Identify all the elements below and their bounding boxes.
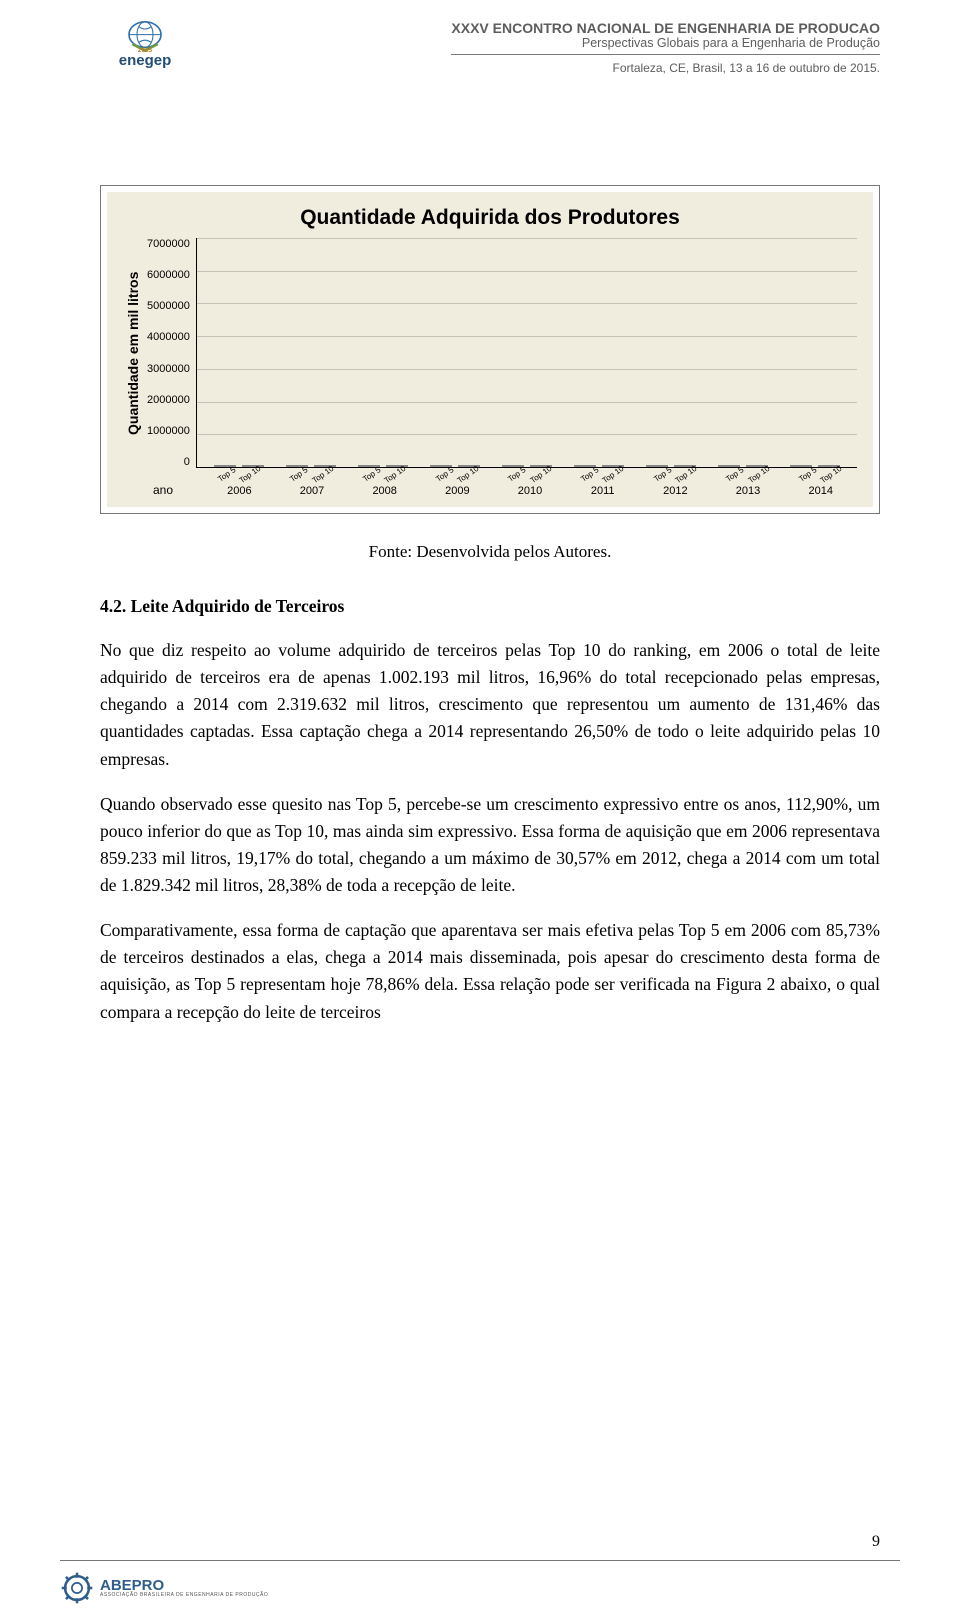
paragraph: No que diz respeito ao volume adquirido …: [100, 637, 880, 773]
series-label-pair: Top 5Top 10: [566, 470, 639, 479]
series-label-pair: Top 5Top 10: [421, 470, 494, 479]
bar: [790, 465, 812, 467]
chart-title: Quantidade Adquirida dos Produtores: [123, 206, 857, 230]
globe-icon: 2015: [121, 20, 169, 54]
year-group: [275, 465, 347, 467]
footer-logo: ABEPRO ASSOCIAÇÃO BRASILEIRA DE ENGENHAR…: [60, 1571, 268, 1605]
year-group: [563, 465, 635, 467]
page-number: 9: [872, 1533, 880, 1551]
footer-rule: [60, 1560, 900, 1561]
x-group: Top 5Top 10 2013: [712, 468, 785, 497]
year-group: [491, 465, 563, 467]
body-text: No que diz respeito ao volume adquirido …: [100, 637, 880, 1026]
logo-enegep: 2015 enegep: [100, 20, 190, 69]
x-group: Top 5Top 10 2010: [494, 468, 567, 497]
y-axis-ticks: 7000000 6000000 5000000 4000000 3000000 20000…: [143, 238, 196, 468]
ytick-label: 2000000: [147, 394, 190, 406]
gridline: [197, 336, 857, 337]
ytick-label: 4000000: [147, 331, 190, 343]
ytick-label: 7000000: [147, 238, 190, 250]
gear-icon: [60, 1571, 94, 1605]
footer-logo-sub: ASSOCIAÇÃO BRASILEIRA DE ENGENHARIA DE P…: [100, 1593, 268, 1598]
bars-container: [197, 238, 857, 467]
page-header: 2015 enegep XXXV ENCONTRO NACIONAL DE EN…: [100, 20, 880, 75]
year-label: 2010: [494, 485, 567, 497]
series-label-pair: Top 5Top 10: [639, 470, 712, 479]
paragraph: Quando observado esse quesito nas Top 5,…: [100, 791, 880, 900]
x-group: Top 5Top 10 2012: [639, 468, 712, 497]
footer-logo-text: ABEPRO ASSOCIAÇÃO BRASILEIRA DE ENGENHAR…: [100, 1579, 268, 1597]
gridline: [197, 303, 857, 304]
figure-caption: Fonte: Desenvolvida pelos Autores.: [100, 542, 880, 562]
series-label-pair: Top 5Top 10: [494, 470, 567, 479]
chart-plot-bg: Quantidade Adquirida dos Produtores Quan…: [107, 192, 873, 507]
x-group: Top 5Top 10 2008: [348, 468, 421, 497]
header-rule: [451, 54, 880, 55]
year-group: [635, 465, 707, 467]
year-label: 2008: [348, 485, 421, 497]
header-text-block: XXXV ENCONTRO NACIONAL DE ENGENHARIA DE …: [451, 20, 880, 75]
paragraph: Comparativamente, essa forma de captação…: [100, 917, 880, 1026]
year-group: [419, 465, 491, 467]
ytick-label: 3000000: [147, 363, 190, 375]
page: 2015 enegep XXXV ENCONTRO NACIONAL DE EN…: [0, 0, 960, 1609]
year-label: 2013: [712, 485, 785, 497]
plot-box: [196, 238, 857, 468]
year-label: 2012: [639, 485, 712, 497]
x-group: Top 5Top 10 2009: [421, 468, 494, 497]
series-label-pair: Top 5Top 10: [712, 470, 785, 479]
y-axis-label: Quantidade em mil litros: [123, 238, 143, 468]
gridline: [197, 271, 857, 272]
x-axis: Top 5Top 102006Top 5Top 102007Top 5Top 1…: [203, 468, 857, 497]
series-label-pair: Top 5Top 10: [784, 470, 857, 479]
ytick-label: 5000000: [147, 300, 190, 312]
series-label-pair: Top 5Top 10: [203, 470, 276, 479]
logo-text: enegep: [119, 52, 172, 69]
year-label: 2011: [566, 485, 639, 497]
year-label: 2009: [421, 485, 494, 497]
series-label-pair: Top 5Top 10: [276, 470, 349, 479]
chart-frame: Quantidade Adquirida dos Produtores Quan…: [100, 185, 880, 514]
header-line2: Perspectivas Globais para a Engenharia d…: [451, 36, 880, 50]
ytick-label: 0: [147, 456, 190, 468]
series-label-pair: Top 5Top 10: [348, 470, 421, 479]
year-label: 2014: [784, 485, 857, 497]
year-group: [347, 465, 419, 467]
ytick-label: 1000000: [147, 425, 190, 437]
ytick-label: 6000000: [147, 269, 190, 281]
year-label: 2006: [203, 485, 276, 497]
header-line1: XXXV ENCONTRO NACIONAL DE ENGENHARIA DE …: [451, 20, 880, 36]
gridline: [197, 369, 857, 370]
gridline: [197, 238, 857, 239]
section-heading: 4.2. Leite Adquirido de Terceiros: [100, 596, 880, 617]
gridline: [197, 434, 857, 435]
x-group: Top 5Top 10 2006: [203, 468, 276, 497]
year-group: [203, 465, 275, 467]
plot-region: Quantidade em mil litros 7000000 6000000 5…: [123, 238, 857, 468]
x-group: Top 5Top 10 2007: [276, 468, 349, 497]
header-line3: Fortaleza, CE, Brasil, 13 a 16 de outubr…: [451, 61, 880, 75]
year-label: 2007: [276, 485, 349, 497]
x-group: Top 5Top 10 2014: [784, 468, 857, 497]
x-group: Top 5Top 10 2011: [566, 468, 639, 497]
gridline: [197, 402, 857, 403]
